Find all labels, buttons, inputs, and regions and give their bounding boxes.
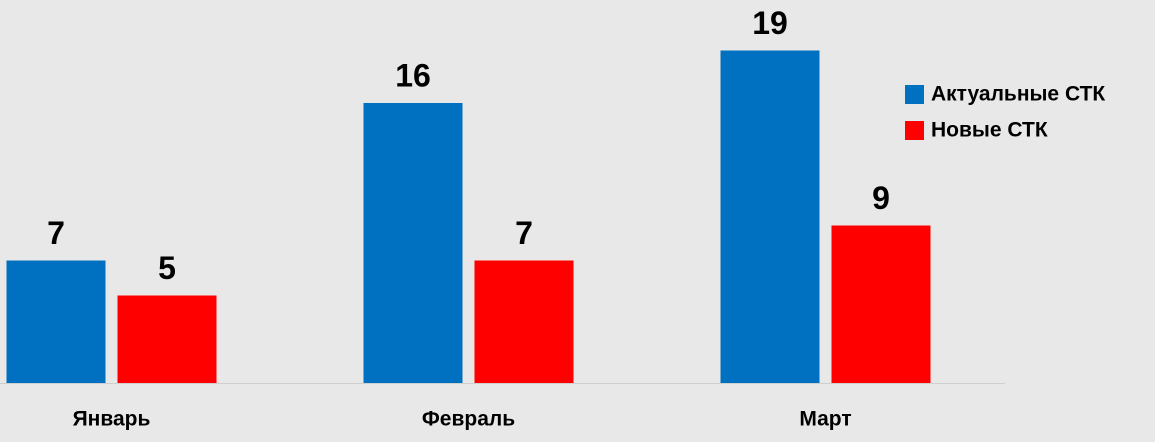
data-label: 9 xyxy=(872,180,890,216)
legend-label: Новые СТК xyxy=(931,119,1048,142)
data-label: 7 xyxy=(515,215,533,251)
bar xyxy=(831,225,931,383)
x-tick-label: Январь xyxy=(73,408,151,431)
legend-swatch xyxy=(905,121,924,140)
bar xyxy=(474,260,574,383)
x-tick-label: Февраль xyxy=(422,408,515,431)
bar xyxy=(363,103,463,383)
data-label: 19 xyxy=(752,5,788,41)
data-label: 7 xyxy=(47,215,65,251)
data-label: 16 xyxy=(395,57,431,93)
bar xyxy=(117,295,217,383)
bar xyxy=(720,50,820,383)
legend-swatch xyxy=(905,85,924,104)
bar xyxy=(6,260,106,383)
x-tick-label: Март xyxy=(799,408,851,431)
data-label: 5 xyxy=(158,250,176,286)
legend-label: Актуальные СТК xyxy=(931,83,1105,106)
